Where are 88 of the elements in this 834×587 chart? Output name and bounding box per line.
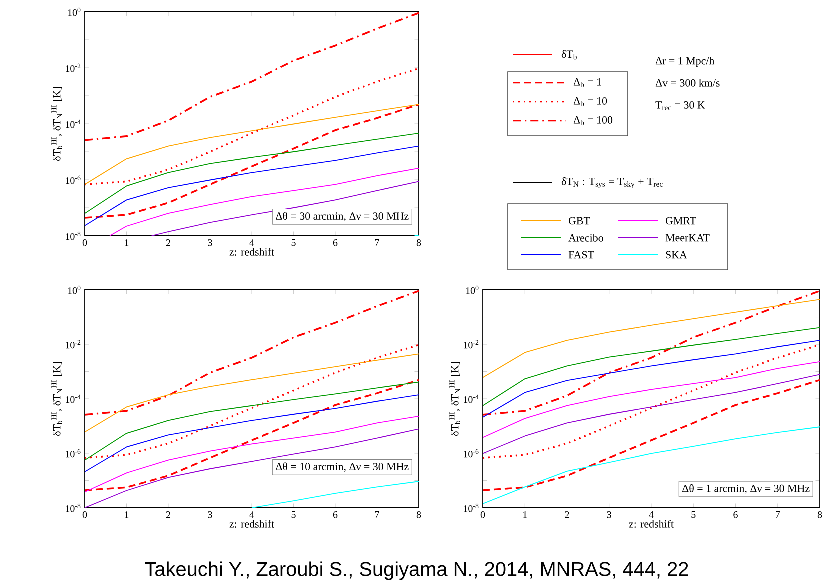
legend-label: MeerKAT [666,234,710,242]
x-tick-label: 3 [607,512,612,518]
legend-label: GBT [568,217,590,225]
x-axis-title: z: redshift [629,520,674,528]
line-series [85,104,419,186]
x-tick-label: 2 [565,512,570,518]
x-tick-label: 1 [125,240,129,246]
line-series [85,68,419,186]
line-series [483,290,820,416]
x-tick-label: 6 [734,512,738,518]
y-tick-label: 10$^{-2}$ [66,64,81,72]
x-tick-label: 7 [776,512,780,518]
legend-label: Δ$_{b}$ = 10 [574,98,608,106]
line-series [110,168,419,236]
y-tick-label: 10$^{-4}$ [66,394,81,404]
x-tick-label: 0 [480,512,486,518]
annotation: Δθ = 10 arcmin, Δν = 30 MHz [276,462,409,472]
x-tick-label: 4 [250,512,254,518]
line-series [483,361,820,438]
annotation: Δθ = 1 arcmin, Δν = 30 MHz [682,484,810,494]
x-tick-label: 4 [250,240,254,246]
y-tick-label: 10$^{-6}$ [66,449,81,458]
y-tick-label: 10$^{-2}$ [66,340,81,349]
x-tick-label: 6 [333,512,338,518]
line-series [85,344,419,459]
text: Takeuchi Y., Zaroubi S., Sugiyama N., 2014, MNRAS, 444, 22 [145,562,688,580]
x-tick-label: 3 [208,512,212,518]
y-axis-title: δT$_{b}$$^{HI}$, δT$_{N}$$^{HI}$ [K] [52,87,62,161]
line-series [483,340,820,418]
text: δT$_{b}$ [562,50,577,60]
x-tick-label: 3 [208,240,212,246]
y-tick-label: 10$^{-4}$ [464,394,479,404]
y-tick-label: 10$^{0}$ [68,286,81,294]
x-tick-label: 7 [375,512,380,518]
legend-label: Arecibo [568,234,604,242]
x-tick-label: 5 [292,512,296,518]
y-tick-label: 10$^{-8}$ [66,232,81,240]
y-axis-title: δT$_{b}$$^{HI}$, δT$_{N}$$^{HI}$ [K] [52,362,62,436]
y-tick-label: 10$^{-8}$ [66,504,81,512]
line-series [483,327,820,406]
y-tick-label: 10$^{-8}$ [464,504,479,512]
legend-label: SKA [666,251,688,259]
line-series [85,382,419,461]
line-series [85,12,419,142]
x-tick-label: 2 [166,512,170,518]
y-tick-label: 10$^{-4}$ [66,120,81,128]
y-axis-title: δT$_{b}$$^{HI}$, δT$_{N}$$^{HI}$ [K] [450,362,460,436]
line-series [85,354,419,433]
x-tick-label: 1 [524,512,528,518]
line-series [85,416,419,493]
legend-label: GMRT [666,217,696,225]
y-tick-label: 10$^{0}$ [466,286,479,294]
x-tick-label: 6 [333,240,338,246]
line-series [85,290,419,416]
x-tick-label: 7 [375,240,380,246]
x-axis-title: z: redshift [230,248,274,256]
y-tick-label: 10$^{-2}$ [464,340,479,349]
x-tick-label: 8 [416,512,422,518]
x-tick-label: 5 [292,240,296,246]
text: Δv = 300 km/s [656,79,720,87]
annotation: Δθ = 30 arcmin, Δν = 30 MHz [276,212,409,222]
x-tick-label: 5 [692,512,696,518]
line-series [483,374,820,454]
x-tick-label: 4 [649,512,654,518]
x-tick-label: 0 [82,240,88,246]
y-tick-label: 10$^{-6}$ [66,176,81,184]
text: δT$_{N}$ : T$_{sys}$ = T$_{sky}$ + T$_{rec}$ [562,178,663,188]
x-tick-label: 8 [818,512,822,518]
line-series [85,146,419,226]
line-series [252,481,419,508]
text: T$_{rec}$ = 30 K [656,102,706,110]
text: Δr = 1 Mpc/h [656,57,715,67]
line-series [85,394,419,472]
x-tick-label: 8 [416,240,422,246]
legend-label: Δ$_{b}$ = 1 [574,78,602,88]
legend-label: Δ$_{b}$ = 100 [574,116,613,126]
x-tick-label: 1 [125,512,129,518]
x-axis-title: z: redshift [230,520,274,528]
x-tick-label: 0 [82,512,88,518]
line-series [483,299,820,378]
y-tick-label: 10$^{0}$ [68,8,81,16]
x-tick-label: 2 [166,240,170,246]
legend-label: FAST [568,251,594,259]
line-series [85,428,419,508]
line-series [483,426,820,504]
line-series [151,181,419,236]
y-tick-label: 10$^{-6}$ [464,449,479,458]
line-series [85,379,419,492]
